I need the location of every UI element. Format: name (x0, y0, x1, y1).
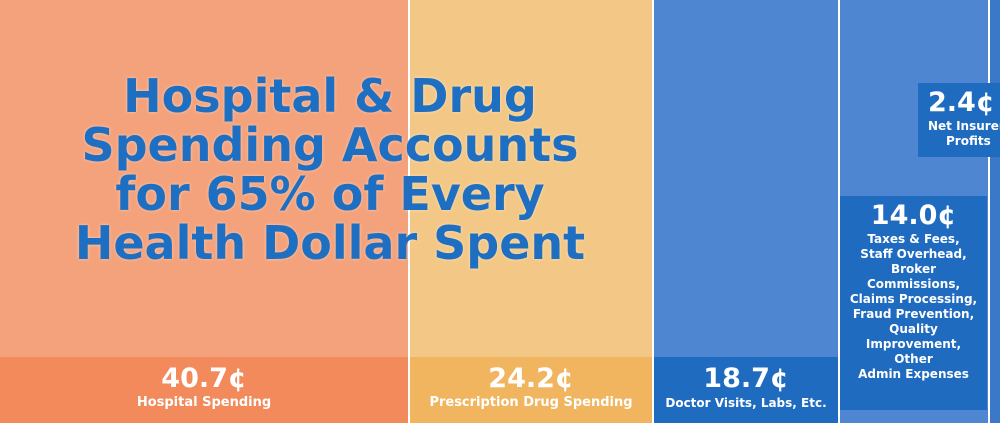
segment-label: Profits (928, 134, 1000, 149)
segment-value: 18.7¢ (654, 363, 838, 395)
segment-value: 40.7¢ (0, 363, 408, 395)
segment-label-line: Commissions, (840, 277, 987, 292)
profit-panel (990, 0, 1000, 423)
segment-value: 14.0¢ (840, 200, 987, 232)
headline-line: for 65% of Every (40, 170, 620, 219)
headline-line: Hospital & Drug (40, 72, 620, 121)
segment-label: Hospital Spending (0, 395, 408, 411)
segment-label-line: Improvement, (840, 337, 987, 352)
profit-box: 2.4¢ Net Insurer Profits (918, 83, 1000, 157)
segment-value: 2.4¢ (928, 87, 1000, 119)
segment-label-line: Fraud Prevention, (840, 307, 987, 322)
headline: Hospital & Drug Spending Accounts for 65… (40, 72, 620, 268)
segment-value: 24.2¢ (410, 363, 652, 395)
segment-label-line: Quality (840, 322, 987, 337)
segment-label-line: Taxes & Fees, (840, 232, 987, 247)
hospital-bar: 40.7¢ Hospital Spending (0, 357, 408, 423)
admin-box: 14.0¢ Taxes & Fees,Staff Overhead,Broker… (840, 196, 987, 410)
segment-label: Prescription Drug Spending (410, 395, 652, 411)
segment-label-line: Admin Expenses (840, 367, 987, 382)
segment-label: Doctor Visits, Labs, Etc. (654, 395, 838, 411)
infographic: Hospital & Drug Spending Accounts for 65… (0, 0, 1000, 423)
segment-label-line: Broker (840, 262, 987, 277)
drug-bar: 24.2¢ Prescription Drug Spending (410, 357, 652, 423)
segment-label-line: Claims Processing, (840, 292, 987, 307)
headline-line: Spending Accounts (40, 121, 620, 170)
segment-label-line: Staff Overhead, (840, 247, 987, 262)
segment-label: Net Insurer (928, 119, 1000, 134)
headline-line: Health Dollar Spent (40, 219, 620, 268)
doctor-bar: 18.7¢ Doctor Visits, Labs, Etc. (654, 357, 838, 423)
segment-label-line: Other (840, 352, 987, 367)
